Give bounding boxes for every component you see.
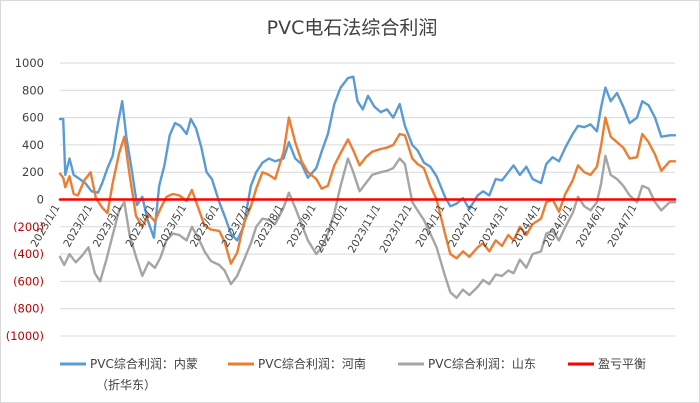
legend-label: PVC综合利润：山东 bbox=[428, 356, 536, 371]
y-tick-label: 800 bbox=[22, 83, 44, 97]
y-axis-ticks: 1000 800 600 400 200 0 (200) (400) (600) (800) (10… bbox=[6, 56, 44, 343]
y-tick-label: (1000) bbox=[6, 329, 44, 343]
y-tick-label: (400) bbox=[13, 247, 44, 261]
y-tick-label: 600 bbox=[22, 111, 44, 125]
y-tick-label: (200) bbox=[13, 220, 44, 234]
legend: PVC综合利润：内蒙 （折华东） PVC综合利润：河南 PVC综合利润：山东 盈亏平衡 bbox=[60, 356, 646, 392]
y-tick-label: 0 bbox=[37, 193, 44, 207]
y-tick-label: 200 bbox=[22, 165, 44, 179]
legend-label: PVC综合利润：河南 bbox=[258, 356, 366, 371]
chart-title: PVC电石法综合利润 bbox=[267, 17, 438, 39]
y-tick-label: 1000 bbox=[15, 56, 44, 70]
legend-label-line2: （折华东） bbox=[96, 377, 156, 392]
legend-label: PVC综合利润：内蒙 bbox=[90, 356, 198, 371]
legend-label: 盈亏平衡 bbox=[598, 357, 646, 371]
y-tick-label: (800) bbox=[13, 302, 44, 316]
y-tick-label: 400 bbox=[22, 138, 44, 152]
series-lines bbox=[58, 75, 677, 299]
series-line bbox=[58, 154, 677, 299]
y-tick-label: (600) bbox=[13, 274, 44, 288]
series-line bbox=[58, 75, 677, 242]
series-line bbox=[58, 116, 677, 265]
